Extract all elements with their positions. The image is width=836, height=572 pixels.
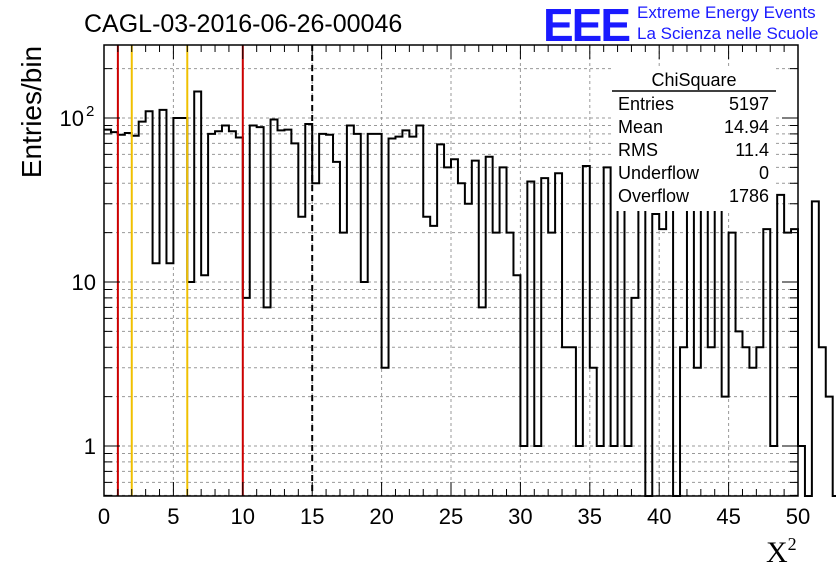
chart-title: CAGL-03-2016-06-26-00046 (84, 10, 403, 38)
y-tick-label-sup: 2 (86, 103, 94, 120)
x-tick-label: 35 (578, 504, 602, 529)
x-tick-label: 40 (647, 504, 671, 529)
x-tick-label: 50 (786, 504, 810, 529)
stats-value: 0 (759, 163, 769, 183)
x-tick-label: 20 (369, 504, 393, 529)
reference-lines (116, 45, 314, 496)
y-tick-label: 1 (84, 434, 96, 459)
x-axis-label-text: X (766, 536, 788, 569)
stats-label: Underflow (618, 163, 700, 183)
stats-box: ChiSquare Entries 5197 Mean 14.94 RMS 11.4 Unde… (612, 66, 776, 211)
stats-label: Overflow (618, 186, 690, 206)
x-tick-label: 0 (98, 504, 110, 529)
stats-value: 14.94 (724, 117, 769, 137)
stats-label: Entries (618, 94, 674, 114)
x-tick-label: 10 (231, 504, 255, 529)
x-tick-label: 5 (167, 504, 179, 529)
x-tick-label: 25 (439, 504, 463, 529)
stats-label: Mean (618, 117, 663, 137)
logo-subtitle-2: La Scienza nelle Scuole (637, 24, 819, 43)
eee-logo: EEE (543, 0, 631, 51)
stats-value: 11.4 (735, 140, 769, 160)
stats-value: 5197 (729, 94, 769, 114)
stats-name: ChiSquare (651, 70, 736, 90)
x-tick-label: 30 (508, 504, 532, 529)
stats-background (612, 66, 776, 211)
y-tick-label: 10 (72, 270, 96, 295)
stats-label: RMS (618, 140, 658, 160)
x-tick-label: 45 (716, 504, 740, 529)
x-axis-label-sup: 2 (787, 534, 797, 554)
x-tick-label: 15 (300, 504, 324, 529)
stats-value: 1786 (729, 186, 769, 206)
logo-subtitle-1: Extreme Energy Events (637, 3, 816, 22)
x-axis-label: X2 (766, 534, 797, 570)
y-tick-label: 10 (60, 106, 84, 131)
x-axis: 0 5 10 15 20 25 30 35 40 45 50 (98, 45, 810, 529)
